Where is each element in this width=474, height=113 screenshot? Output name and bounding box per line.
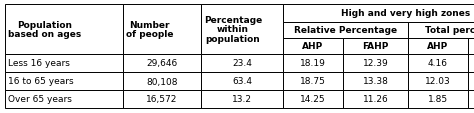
Text: AHP: AHP [302,42,324,51]
Bar [343,39,408,54]
Text: 18.75: 18.75 [300,77,326,86]
Bar [343,72,408,90]
Bar [468,39,474,54]
Text: 16 to 65 years: 16 to 65 years [8,77,73,86]
Bar [468,54,474,72]
Text: Number
of people: Number of people [126,20,173,39]
Bar [5,90,123,108]
Text: 11.26: 11.26 [363,95,388,104]
Bar [283,54,343,72]
Bar [201,54,283,72]
Bar [343,54,408,72]
Bar [408,54,468,72]
Text: 4.16: 4.16 [428,59,448,68]
Text: Over 65 years: Over 65 years [8,95,72,104]
Text: 18.19: 18.19 [300,59,326,68]
Bar [5,54,123,72]
Text: Relative Percentage: Relative Percentage [294,26,397,35]
Text: Percentage
within
population: Percentage within population [204,16,262,44]
Bar [123,72,201,90]
Bar [408,39,468,54]
Text: AHP: AHP [428,42,448,51]
Bar [408,72,468,90]
Bar [283,5,474,23]
Bar [5,5,123,54]
Text: 16,572: 16,572 [146,95,178,104]
Text: Population
based on ages: Population based on ages [8,20,81,39]
Text: 13.38: 13.38 [363,77,388,86]
Bar [123,90,201,108]
Bar [201,90,283,108]
Bar [468,72,474,90]
Bar [201,5,283,54]
Bar [123,5,201,54]
Text: 14.25: 14.25 [300,95,326,104]
Bar [408,90,468,108]
Bar [468,90,474,108]
Text: 12.39: 12.39 [363,59,388,68]
Bar [343,90,408,108]
Text: 80,108: 80,108 [146,77,178,86]
Text: FAHP: FAHP [362,42,389,51]
Text: 12.03: 12.03 [425,77,451,86]
Bar [283,90,343,108]
Text: 23.4: 23.4 [232,59,252,68]
Text: 63.4: 63.4 [232,77,252,86]
Text: 1.85: 1.85 [428,95,448,104]
Text: High and very high zones: High and very high zones [341,9,470,18]
Bar [408,23,474,39]
Bar [201,72,283,90]
Text: 13.2: 13.2 [232,95,252,104]
Bar [283,72,343,90]
Bar [283,23,408,39]
Text: 29,646: 29,646 [146,59,178,68]
Text: Total percentage: Total percentage [425,26,474,35]
Bar [5,72,123,90]
Bar [123,54,201,72]
Text: Less 16 years: Less 16 years [8,59,70,68]
Bar [283,39,343,54]
